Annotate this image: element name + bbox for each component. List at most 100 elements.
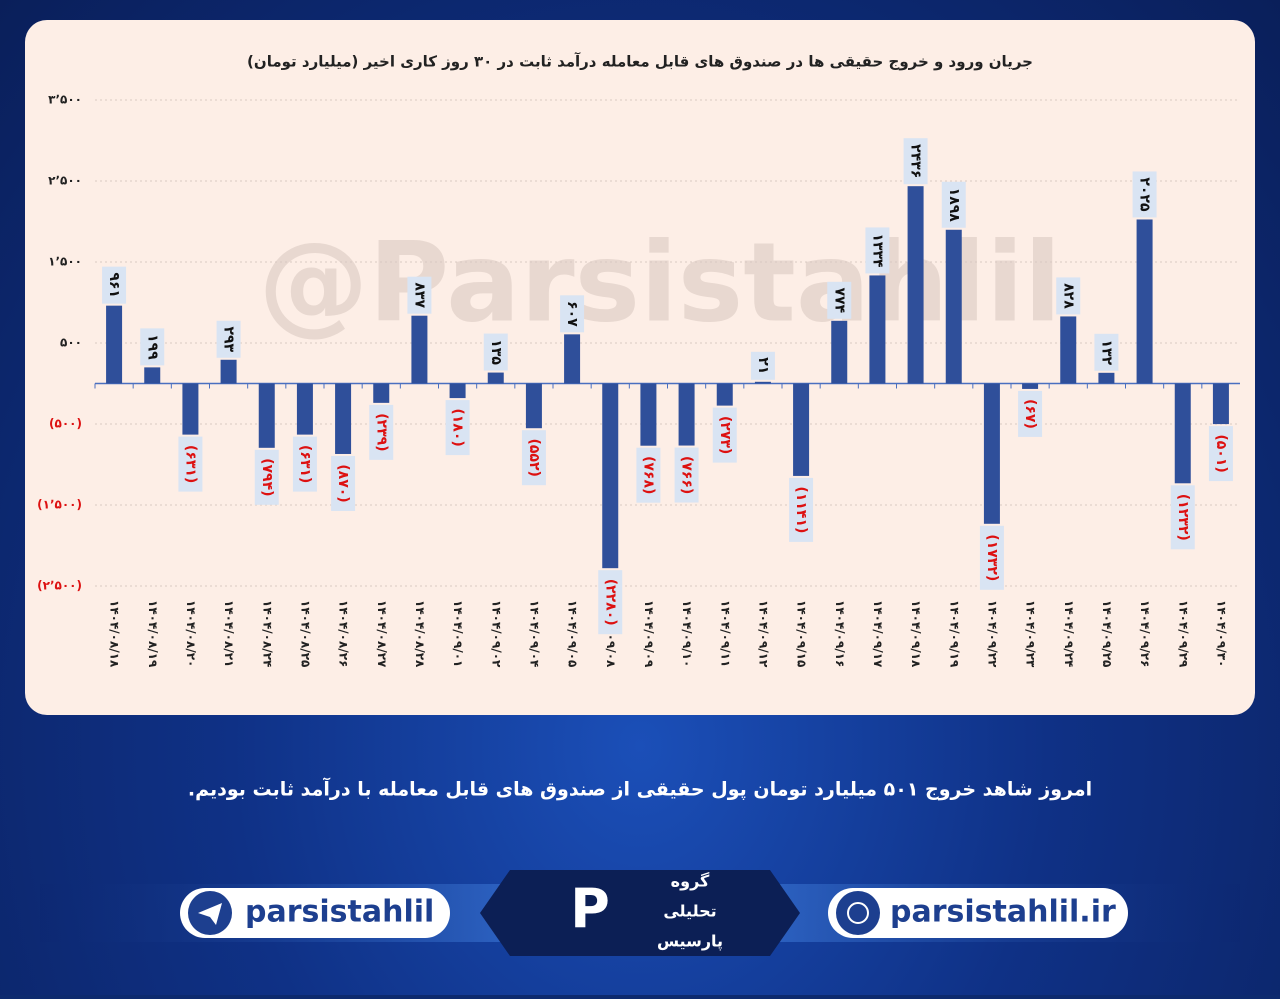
watermark: @Parsistahlil xyxy=(258,218,1061,346)
x-tick-label: ۱۴۰۴/۰۸/۲۴ xyxy=(260,600,274,667)
value-label-box xyxy=(598,570,623,635)
value-label-box xyxy=(750,351,775,380)
telegram-plane xyxy=(198,903,222,925)
logo-plate xyxy=(480,870,800,956)
value-label-box xyxy=(1208,426,1233,482)
value-label: ۱۳۲ xyxy=(1098,339,1114,365)
y-tick-label: ۲٬۵۰۰ xyxy=(48,174,82,188)
bar xyxy=(793,383,810,476)
value-label-box xyxy=(331,455,356,511)
x-tick-label: ۱۴۰۴/۰۹/۲۴ xyxy=(1062,600,1076,667)
value-label-box xyxy=(254,449,279,505)
value-label-box xyxy=(712,407,737,463)
logo-line: تحلیلی xyxy=(663,902,716,921)
bar xyxy=(602,383,619,569)
y-tick-label: ۱٬۵۰۰ xyxy=(48,255,82,269)
value-label-box xyxy=(1132,171,1157,218)
value-label: (۶۳۱) xyxy=(297,445,313,483)
value-label-box xyxy=(483,333,508,371)
x-tick-label: ۱۴۰۴/۰۹/۱۲ xyxy=(756,600,770,668)
value-label: (۲۳۹) xyxy=(373,413,389,451)
x-tick-label: ۱۴۰۴/۰۹/۳۰ xyxy=(1214,600,1228,667)
bar xyxy=(869,275,886,384)
value-label: ۱۸۹۸ xyxy=(946,188,962,223)
value-label: ۲۴۳۶ xyxy=(908,144,924,178)
y-tick-label: (۵۰۰) xyxy=(49,417,82,431)
bar xyxy=(258,383,275,448)
chart-title: جریان ورود و خروج حقیقی ها در صندوق های … xyxy=(247,53,1033,71)
value-label: ۲۱ xyxy=(755,357,771,374)
value-label: (۱۲۳۲) xyxy=(1175,494,1191,541)
x-tick-label: ۱۴۰۴/۰۹/۱۸ xyxy=(909,600,923,668)
value-label-box xyxy=(979,525,1004,590)
value-label: (۵۵۲) xyxy=(526,438,542,476)
x-tick-label: ۱۴۰۴/۰۹/۲۹ xyxy=(1176,600,1190,668)
y-tick-label: ۳٬۵۰۰ xyxy=(48,93,82,107)
x-tick-label: ۱۴۰۴/۰۹/۱۵ xyxy=(795,600,809,667)
bar xyxy=(1136,219,1153,384)
value-label-box xyxy=(941,181,966,228)
value-label-box xyxy=(521,430,546,486)
value-label-box xyxy=(865,227,890,274)
bar xyxy=(983,383,1000,524)
x-tick-label: ۱۴۰۴/۰۹/۲۳ xyxy=(1024,600,1038,668)
x-tick-label: ۱۴۰۴/۰۸/۲۷ xyxy=(375,600,389,668)
value-label-box xyxy=(369,404,394,460)
bar xyxy=(1022,383,1039,389)
bar xyxy=(411,315,428,384)
x-tick-label: ۱۴۰۴/۰۹/۲۶ xyxy=(1138,600,1152,667)
value-label-box xyxy=(674,447,699,503)
value-label-box xyxy=(140,328,165,366)
x-tick-label: ۱۴۰۴/۰۹/۰۴ xyxy=(527,600,541,667)
y-tick-label: (۱٬۵۰۰) xyxy=(37,498,82,512)
value-label-box xyxy=(903,138,928,185)
value-label: ۷۷۴ xyxy=(831,287,847,313)
bar xyxy=(525,383,542,429)
bar xyxy=(296,383,313,435)
value-label-box xyxy=(445,400,470,456)
bar xyxy=(220,359,237,384)
value-label-box xyxy=(178,436,203,492)
value-label-box xyxy=(1018,390,1043,437)
value-label: (۶۷) xyxy=(1022,399,1038,429)
value-label-box xyxy=(636,447,661,503)
x-tick-label: ۱۴۰۴/۰۹/۱۶ xyxy=(833,600,847,667)
value-label: ۹۶۱ xyxy=(106,272,122,298)
value-label: ۱۹۹ xyxy=(144,334,160,360)
x-tick-label: ۱۴۰۴/۰۸/۲۶ xyxy=(337,600,351,667)
value-label: (۱۸۰) xyxy=(450,408,466,446)
globe-icon xyxy=(836,891,880,935)
x-tick-label: ۱۴۰۴/۰۹/۰۹ xyxy=(642,600,656,668)
value-label-box xyxy=(292,436,317,492)
x-tick-label: ۱۴۰۴/۰۹/۰۲ xyxy=(489,600,503,668)
x-tick-label: ۱۴۰۴/۰۹/۰۵ xyxy=(566,600,580,667)
value-label: (۸۷۰) xyxy=(335,464,351,502)
telegram-pill xyxy=(180,888,450,938)
value-label: (۷۹۴) xyxy=(259,458,275,496)
value-label-box xyxy=(560,295,585,333)
value-label: ۱۳۳۴ xyxy=(869,233,885,268)
website-pill xyxy=(828,888,1128,938)
x-tick-label: ۱۴۰۴/۰۹/۱۰ xyxy=(680,600,694,667)
bar xyxy=(449,383,466,399)
logo-mark: P xyxy=(570,878,610,941)
x-tick-label: ۱۴۰۴/۰۸/۲۱ xyxy=(222,600,236,667)
bar xyxy=(716,383,733,406)
y-tick-label: (۲٬۵۰۰) xyxy=(37,579,82,593)
bar xyxy=(335,383,352,454)
y-tick-label: ۵۰۰ xyxy=(60,336,82,350)
x-tick-label: ۱۴۰۴/۰۸/۲۸ xyxy=(413,600,427,668)
bar xyxy=(182,383,199,435)
x-tick-label: ۱۴۰۴/۰۹/۱۹ xyxy=(947,600,961,668)
value-label: ۲۰۲۵ xyxy=(1137,177,1153,212)
logo-line: گروه xyxy=(671,872,710,891)
x-tick-label: ۱۴۰۴/۰۹/۱۱ xyxy=(718,600,732,667)
bar xyxy=(945,229,962,384)
x-tick-label: ۱۴۰۴/۰۸/۲۵ xyxy=(298,600,312,667)
bar xyxy=(1098,372,1115,384)
value-label-box xyxy=(216,320,241,358)
x-tick-label: ۱۴۰۴/۰۸/۱۹ xyxy=(146,600,160,668)
value-label: ۸۲۸ xyxy=(1060,283,1076,309)
